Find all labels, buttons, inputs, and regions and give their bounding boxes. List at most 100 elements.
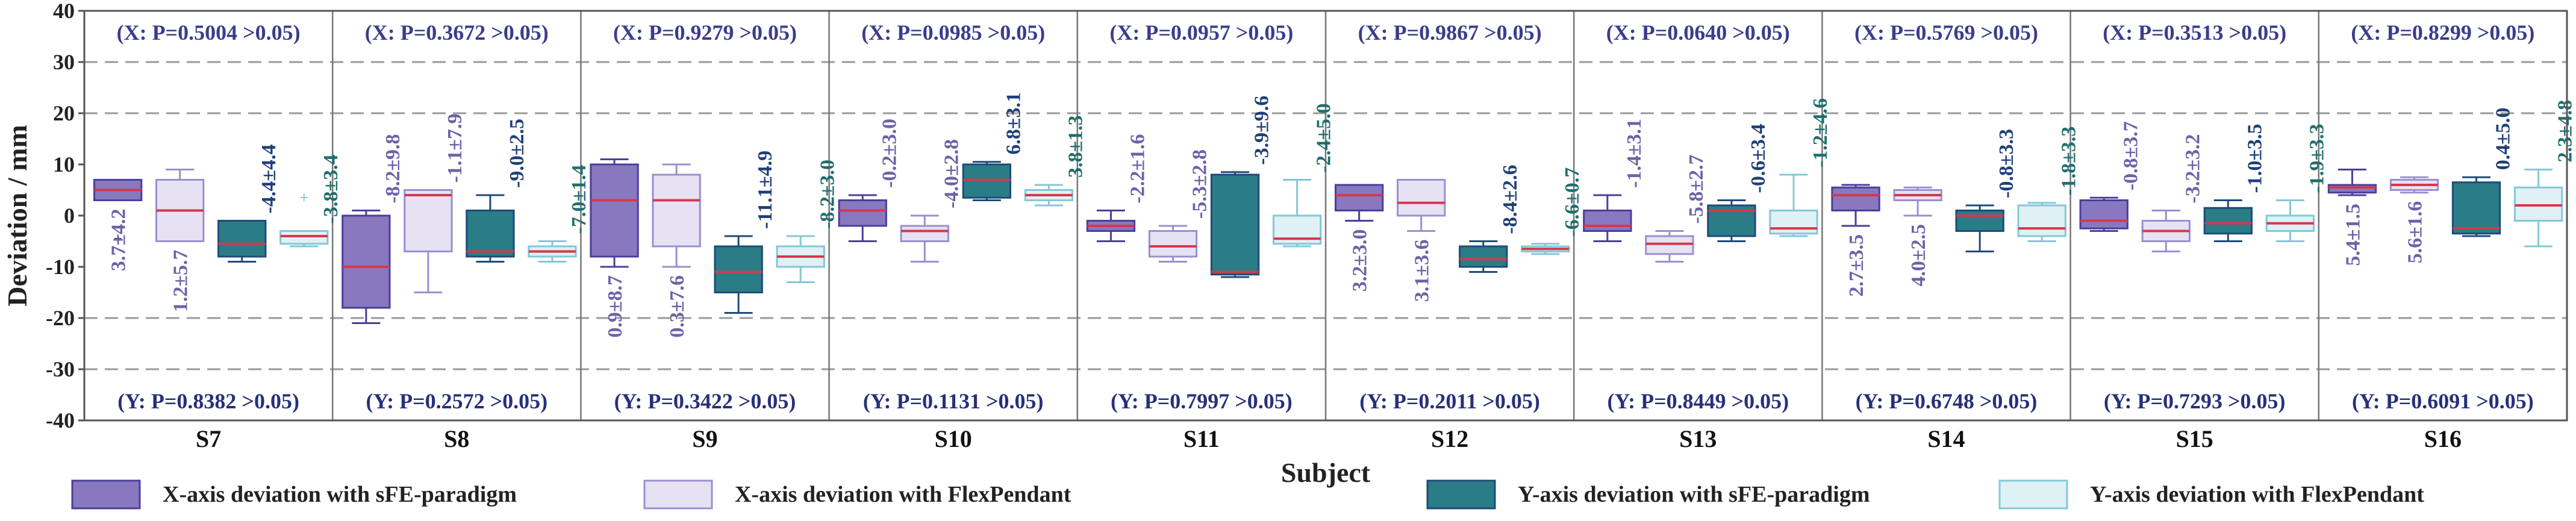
- stat-label-x_sfe: -1.4±3.1: [1623, 119, 1645, 188]
- box-S9-x_flex: [652, 163, 701, 268]
- box-S15-y_sfe: [2203, 199, 2253, 242]
- legend-swatch: [1426, 479, 1496, 510]
- box-body: [341, 214, 391, 309]
- y-tick-label: 10: [53, 152, 75, 176]
- y-tick-label: 40: [53, 0, 75, 23]
- box-body: [1397, 179, 1446, 217]
- box-S8-x_sfe: [341, 210, 391, 324]
- p-value-y: (Y: P=0.3422 >0.05): [614, 389, 796, 413]
- subject-label: S14: [1927, 425, 1965, 452]
- box-body: [1955, 210, 2004, 232]
- legend-swatch: [1998, 479, 2068, 510]
- legend-swatch: [71, 479, 141, 510]
- box-S10-y_flex: [1024, 184, 1074, 207]
- stat-label-x_sfe: 0.9±8.7: [604, 275, 626, 338]
- stat-label-x_flex: 5.6±1.6: [2404, 201, 2426, 264]
- stat-label-y_flex: 2.3±4.8: [2554, 100, 2576, 163]
- box-S11-y_sfe: [1210, 171, 1260, 278]
- stat-label-y_flex: -8.2±3.0: [816, 160, 838, 229]
- box-S15-x_sfe: [2079, 196, 2128, 232]
- legend-label: X-axis deviation with sFE-paradigm: [163, 482, 517, 507]
- stat-label-y_flex: -1.9±3.3: [2306, 124, 2328, 193]
- box-S12-y_flex: [1521, 243, 1570, 255]
- box-body: [2203, 207, 2253, 235]
- box-S15-x_flex: [2141, 210, 2191, 252]
- box-body: [2327, 184, 2377, 194]
- y-tick-label: 0: [64, 204, 75, 228]
- annotations: (X: P=0.5004 >0.05) (Y: P=0.8382 >0.05) 3.…: [108, 20, 2576, 413]
- box-S14-y_flex: [2017, 202, 2066, 242]
- stat-label-y_flex: -7.0±1.4: [568, 165, 590, 234]
- box-S15-y_flex: [2265, 199, 2315, 242]
- stat-label-y_sfe: 0.4±5.0: [2492, 108, 2515, 170]
- box-S13-x_flex: [1645, 230, 1694, 263]
- box-S10-x_flex: [900, 214, 949, 263]
- stat-label-y_sfe: -9.0±2.5: [506, 119, 528, 188]
- box-S16-y_sfe: [2451, 176, 2501, 237]
- p-value-x: (X: P=0.5004 >0.05): [117, 20, 301, 45]
- box-S14-x_flex: [1893, 186, 1942, 217]
- box-S9-x_sfe: [590, 158, 639, 268]
- p-value-y: (Y: P=0.1131 >0.05): [863, 389, 1044, 413]
- subject-label: S7: [196, 425, 221, 452]
- stat-label-y_flex: 3.8±1.3: [1064, 115, 1087, 178]
- box-S13-y_flex: [1769, 173, 1818, 237]
- subject-label: S8: [444, 425, 469, 452]
- box-body: [590, 163, 639, 258]
- box-S12-x_sfe: [1334, 184, 1384, 222]
- y-tick-label: 30: [53, 50, 75, 74]
- p-value-y: (Y: P=0.2011 >0.05): [1359, 389, 1540, 413]
- y-tick-label: -30: [46, 357, 75, 381]
- stat-label-y_sfe: -0.6±3.4: [1747, 124, 1770, 193]
- box-S8-x_flex: [404, 189, 453, 293]
- box-body: [1148, 230, 1198, 258]
- box-body: [1210, 173, 1260, 276]
- box-S11-y_flex: [1272, 179, 1322, 248]
- subject-label: S11: [1184, 425, 1220, 452]
- box-body: [900, 225, 949, 242]
- stat-label-x_sfe: 2.7±3.5: [1845, 234, 1868, 297]
- legend-item-x_sfe: X-axis deviation with sFE-paradigm: [71, 479, 517, 510]
- box-body: [1769, 210, 1818, 235]
- stat-label-y_sfe: -4.4±4.4: [258, 145, 280, 214]
- stat-label-x_sfe: -0.8±3.7: [2119, 121, 2142, 190]
- box-S16-x_sfe: [2327, 169, 2377, 196]
- p-value-y: (Y: P=0.2572 >0.05): [366, 389, 547, 413]
- box-S8-y_flex: [528, 240, 577, 263]
- legend-item-y_flex: Y-axis deviation with FlexPendant: [1998, 479, 2424, 510]
- p-value-x: (X: P=0.3672 >0.05): [365, 20, 549, 45]
- box-S16-y_flex: [2513, 169, 2563, 248]
- stat-label-x_sfe: 5.4±1.5: [2342, 204, 2364, 266]
- stat-label-y_sfe: -11.1±4.9: [754, 151, 776, 229]
- stat-label-x_flex: -3.2±3.2: [2181, 134, 2204, 204]
- box-S10-y_sfe: [962, 161, 1012, 201]
- stat-label-y_sfe: -0.8±3.3: [1995, 129, 2018, 198]
- box-body: [1583, 210, 1632, 232]
- y-tick-label: 20: [53, 101, 75, 125]
- stat-label-x_sfe: -2.2±1.6: [1127, 134, 1149, 204]
- y-tick-label: -10: [46, 255, 75, 279]
- subject-label: S9: [692, 425, 717, 452]
- outlier-marker: +: [113, 229, 122, 247]
- box-S7-y_sfe: [217, 220, 267, 263]
- box-body: [279, 230, 329, 245]
- legend-item-y_sfe: Y-axis deviation with sFE-paradigm: [1426, 479, 1870, 510]
- subject-label: S12: [1431, 425, 1468, 452]
- legend-label: Y-axis deviation with sFE-paradigm: [1518, 482, 1870, 507]
- y-tick-label: -40: [46, 408, 75, 432]
- box-S13-y_sfe: [1707, 199, 1756, 242]
- box-body: [2017, 204, 2066, 237]
- box-body: [962, 163, 1012, 199]
- box-S13-x_sfe: [1583, 194, 1632, 242]
- box-body: [2513, 186, 2563, 222]
- stat-label-y_flex: -3.8±3.4: [320, 155, 342, 224]
- p-value-y: (Y: P=0.7997 >0.05): [1111, 389, 1293, 413]
- legend-label: Y-axis deviation with FlexPendant: [2090, 482, 2424, 507]
- box-body: [404, 189, 453, 252]
- box-S11-x_flex: [1148, 225, 1198, 263]
- stat-label-y_sfe: -3.9±9.6: [1251, 96, 1273, 165]
- p-value-x: (X: P=0.0985 >0.05): [861, 20, 1045, 45]
- box-body: [838, 199, 887, 227]
- p-value-y: (Y: P=0.6091 >0.05): [2352, 389, 2534, 413]
- box-S12-y_sfe: [1459, 240, 1508, 273]
